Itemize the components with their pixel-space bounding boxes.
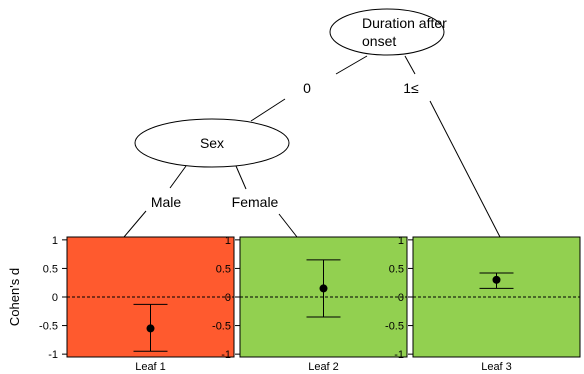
leaf-2-estimate-point	[319, 284, 328, 293]
leaf-2-y-tick-label: -0.5	[212, 321, 231, 333]
edge-label-sex-left: Male	[151, 194, 182, 210]
leaf-2-y-tick-label: 0	[225, 292, 231, 304]
y-axis-label: Cohen's d	[7, 268, 22, 326]
sex-node-ellipse	[134, 118, 290, 168]
leaf-1-y-tick-label: 1	[52, 235, 58, 247]
sex-node: Sex	[134, 118, 290, 168]
edge-sex-left-upper	[169, 165, 187, 189]
leaf-2-y-tick-label: -1	[221, 349, 231, 361]
edge-root-left-lower	[250, 98, 286, 122]
leaf-1-y-tick-label: -0.5	[39, 321, 58, 333]
leaf-3-y-tick-label: 1	[398, 235, 404, 247]
leaf-3-label: Leaf 3	[481, 361, 512, 373]
leaf-1-label: Leaf 1	[135, 361, 166, 373]
leaf-1-y-tick-label: 0.5	[43, 263, 58, 275]
leaf-1-estimate-point	[146, 324, 155, 333]
leaf-3-y-tick-label: 0.5	[389, 263, 404, 275]
leaf-3-y-tick-label: -1	[394, 349, 404, 361]
edge-label-root-right: 1≤	[403, 80, 419, 96]
root-node: Duration after onset	[329, 8, 447, 56]
leaf-2-label: Leaf 2	[308, 361, 339, 373]
leaf-2-y-tick-label: 0.5	[216, 263, 231, 275]
edge-label-root-left: 0	[303, 80, 311, 96]
leaf-3-y-tick-label: -0.5	[385, 321, 404, 333]
edge-sex-right-lower	[278, 213, 298, 238]
leaf-panels: 1 0.5 0 -0.5 -1 Leaf 1 1 0.5 0 -0.5 -1 Leaf 2 1 0.5 0 -…	[39, 235, 581, 373]
root-node-label-line2: onset	[362, 33, 396, 49]
sex-node-label: Sex	[200, 135, 224, 151]
edge-sex-left-lower	[123, 210, 147, 238]
tree-edges	[123, 55, 501, 238]
leaf-panel-3: 1 0.5 0 -0.5 -1 Leaf 3	[385, 235, 581, 373]
leaf-3-estimate-point	[492, 275, 501, 284]
edge-root-right-lower	[429, 100, 501, 238]
edge-root-right-upper	[404, 55, 416, 75]
root-node-label-line1: Duration after	[362, 15, 447, 31]
leaf-panel-1: 1 0.5 0 -0.5 -1 Leaf 1	[39, 235, 235, 373]
root-node-ellipse	[329, 8, 445, 56]
leaf-3-y-tick-label: 0	[398, 292, 404, 304]
leaf-1-y-tick-label: -1	[48, 349, 58, 361]
leaf-2-y-tick-label: 1	[225, 235, 231, 247]
leaf-1-y-tick-label: 0	[52, 292, 58, 304]
edge-root-left-upper	[335, 55, 368, 75]
edge-label-sex-right: Female	[232, 194, 279, 210]
edge-sex-right-upper	[235, 165, 247, 190]
leaf-panel-2: 1 0.5 0 -0.5 -1 Leaf 2	[212, 235, 408, 373]
